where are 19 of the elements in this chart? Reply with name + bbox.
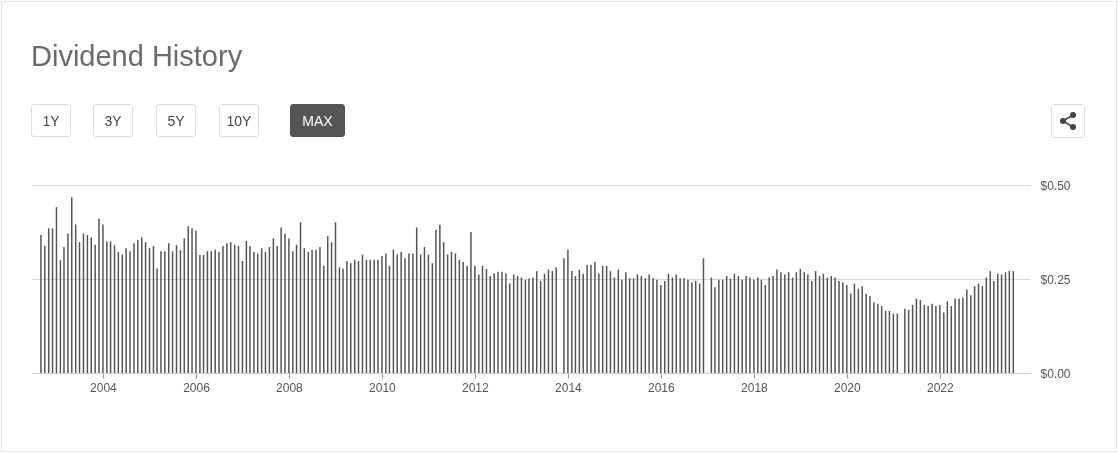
text: 3Y [93,104,133,137]
x-tick-label: 2022 [926,380,955,395]
y-tick-label: $0.25 [1040,272,1071,287]
x-tick-label: 2008 [276,380,304,395]
x-tick-label: 2012 [462,380,490,395]
x-tick-label: 2006 [183,380,211,395]
x-tick-label: 2018 [741,380,769,395]
x-tick-label: 2020 [833,380,861,395]
text: 10Y [219,104,259,137]
chart-title: Dividend History [31,40,243,73]
text: 5Y [156,104,196,137]
x-tick-label: 2004 [90,380,118,395]
x-tick-label: 2014 [555,380,583,395]
text: 1Y [31,104,71,137]
x-tick-label: 2016 [647,380,675,395]
text: MAX [290,104,345,137]
y-tick-label: $0.50 [1040,178,1071,193]
x-tick-label: 2010 [369,380,397,395]
y-tick-label: $0.00 [1040,366,1071,381]
